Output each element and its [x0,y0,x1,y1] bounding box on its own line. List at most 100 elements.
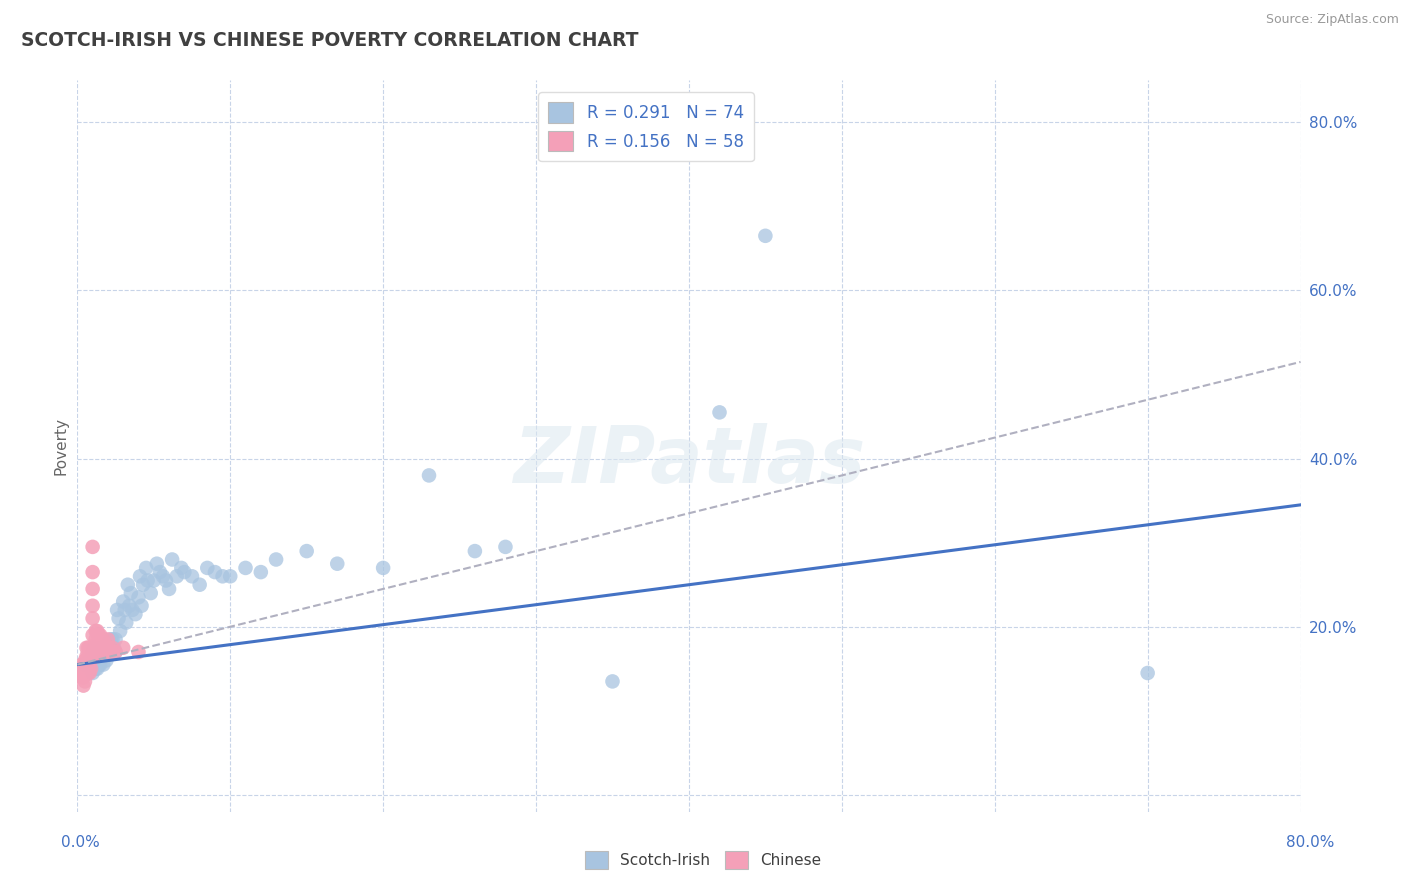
Point [97,632,120,647]
Point [79,653,101,667]
Text: 80.0%: 80.0% [1286,836,1334,850]
Point [602,674,624,689]
Point [181,569,204,583]
Point [89,657,111,672]
Point [77,640,100,655]
Point [155,574,177,588]
Legend: R = 0.291   N = 74, R = 0.156   N = 58: R = 0.291 N = 74, R = 0.156 N = 58 [538,92,754,161]
Point [100,645,122,659]
Point [82,611,104,625]
Point [83,640,105,655]
Point [101,632,124,647]
Point [77,649,100,664]
Point [295,544,318,558]
Point [101,640,124,655]
Point [83,640,105,655]
Point [82,582,104,596]
Point [709,405,731,419]
Point [84,662,107,676]
Point [84,624,107,638]
Point [97,645,120,659]
Point [84,645,107,659]
Point [82,565,104,579]
Point [115,615,138,630]
Point [86,649,108,664]
Point [73,674,96,689]
Point [204,565,226,579]
Point [160,552,183,566]
Point [86,662,108,676]
Point [84,653,107,667]
Point [98,640,121,655]
Point [82,657,104,672]
Point [235,561,257,575]
Point [371,561,394,575]
Point [128,645,150,659]
Point [82,628,104,642]
Point [118,599,141,613]
Point [121,603,143,617]
Point [80,649,103,664]
Point [211,569,233,583]
Point [87,640,110,655]
Point [96,640,118,655]
Point [70,670,93,684]
Point [91,649,114,664]
Point [104,632,127,647]
Point [495,540,517,554]
Point [73,662,96,676]
Point [124,607,146,622]
Point [132,578,155,592]
Point [464,544,486,558]
Point [76,665,98,680]
Point [166,569,188,583]
Point [86,624,108,638]
Point [91,632,114,647]
Point [1136,665,1159,680]
Point [73,657,96,672]
Point [76,657,98,672]
Point [82,540,104,554]
Point [72,679,94,693]
Point [86,636,108,650]
Point [142,574,165,588]
Point [264,552,287,566]
Point [157,582,180,596]
Point [131,599,153,613]
Point [149,565,172,579]
Point [77,657,100,672]
Legend: Scotch-Irish, Chinese: Scotch-Irish, Chinese [578,845,828,875]
Text: ZIPatlas: ZIPatlas [513,423,865,499]
Point [82,599,104,613]
Point [87,657,110,672]
Point [76,649,98,664]
Point [76,640,98,655]
Point [77,665,100,680]
Point [77,657,100,672]
Point [91,657,114,672]
Point [82,645,104,659]
Point [105,603,128,617]
Point [82,665,104,680]
Point [79,649,101,664]
Text: SCOTCH-IRISH VS CHINESE POVERTY CORRELATION CHART: SCOTCH-IRISH VS CHINESE POVERTY CORRELAT… [21,31,638,50]
Point [94,636,117,650]
Point [83,649,105,664]
Point [188,578,211,592]
Point [80,640,103,655]
Point [90,640,112,655]
Point [104,645,127,659]
Point [114,603,136,617]
Point [136,574,159,588]
Point [107,611,129,625]
Point [117,578,139,592]
Point [112,594,135,608]
Text: 0.0%: 0.0% [60,836,100,850]
Point [84,632,107,647]
Point [250,565,273,579]
Point [120,586,142,600]
Point [135,561,157,575]
Point [94,640,117,655]
Point [89,628,111,642]
Point [108,624,131,638]
